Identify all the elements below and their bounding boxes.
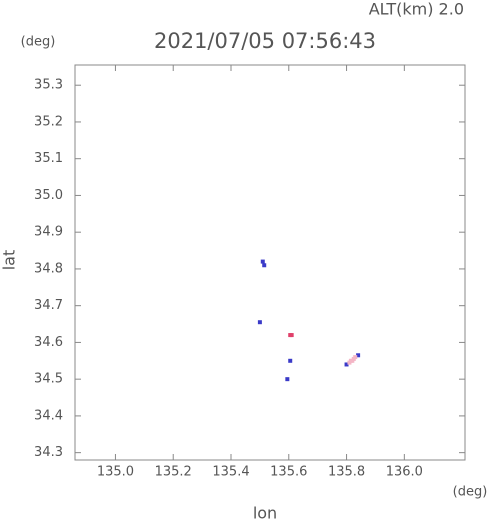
y-tick-label: 34.9 [34, 225, 63, 240]
y-tick-label: 35.3 [34, 78, 63, 93]
y-tick-label: 34.7 [34, 298, 63, 313]
x-tick-label: 136.0 [386, 465, 423, 480]
data-point [260, 259, 265, 264]
data-point [288, 333, 293, 338]
y-unit: (deg) [21, 35, 56, 50]
data-point [351, 356, 356, 361]
data-point [348, 358, 353, 363]
data-point [288, 358, 293, 363]
altitude-label: ALT(km) 2.0 [369, 0, 464, 19]
data-point [344, 362, 349, 367]
y-tick-label: 34.4 [34, 408, 63, 423]
y-tick-label: 35.0 [34, 188, 63, 203]
data-point [257, 320, 262, 325]
y-tick-label: 34.6 [34, 335, 63, 350]
y-tick-label: 35.2 [34, 114, 63, 129]
x-axis-label: lon [253, 504, 277, 522]
y-tick-label: 34.5 [34, 372, 63, 387]
plot-frame [74, 64, 466, 461]
data-point [285, 377, 290, 382]
data-point [356, 353, 361, 358]
y-tick-label: 35.1 [34, 151, 63, 166]
y-tick-label: 34.8 [34, 261, 63, 276]
x-unit: (deg) [453, 485, 488, 500]
x-tick-label: 135.0 [97, 465, 134, 480]
x-tick-label: 135.4 [212, 465, 249, 480]
data-point [262, 263, 267, 268]
chart-title: 2021/07/05 07:56:43 [154, 29, 376, 53]
y-axis-label: lat [0, 250, 19, 271]
y-tick-label: 34.3 [34, 445, 63, 460]
x-tick-label: 135.2 [155, 465, 192, 480]
x-tick-label: 135.8 [328, 465, 365, 480]
x-tick-label: 135.6 [270, 465, 307, 480]
